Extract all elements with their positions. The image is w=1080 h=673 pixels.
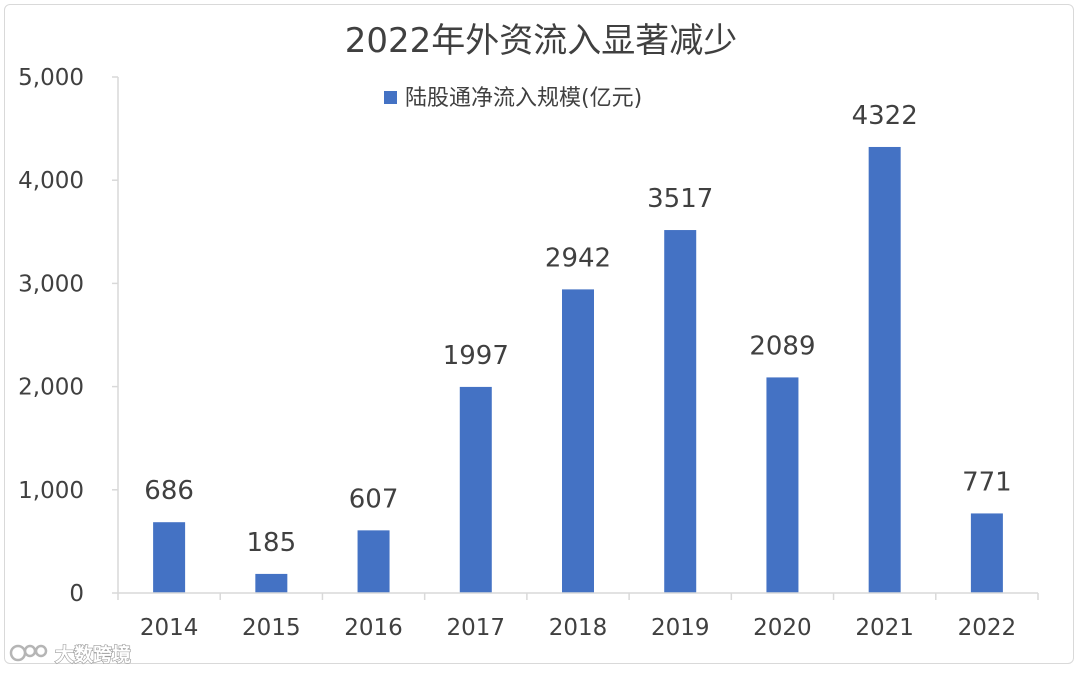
x-tick-label: 2017 <box>447 615 506 641</box>
watermark: 大数跨境 <box>9 642 132 667</box>
bars <box>153 146 1003 593</box>
x-tick-label: 2022 <box>958 615 1017 641</box>
data-label: 771 <box>962 467 1012 497</box>
y-tick-label: 0 <box>69 581 84 607</box>
bar <box>868 146 901 593</box>
y-tick-label: 2,000 <box>18 375 84 401</box>
x-tick-label: 2021 <box>855 615 914 641</box>
data-label: 686 <box>144 476 194 506</box>
x-tick-label: 2014 <box>140 615 199 641</box>
x-tick-label: 2015 <box>242 615 301 641</box>
data-label: 1997 <box>443 341 509 371</box>
bar <box>357 530 390 593</box>
x-tick-label: 2016 <box>344 615 403 641</box>
chart-title: 2022年外资流入显著减少 <box>345 21 738 61</box>
bar <box>970 513 1003 593</box>
data-label: 4322 <box>852 101 918 131</box>
bar <box>459 386 492 593</box>
data-label: 2942 <box>545 243 611 273</box>
bar <box>766 377 799 593</box>
y-tick-label: 5,000 <box>18 65 84 91</box>
bar <box>255 573 288 593</box>
bar <box>153 522 186 593</box>
y-tick-label: 1,000 <box>18 478 84 504</box>
data-label: 2089 <box>749 331 815 361</box>
y-tick-label: 3,000 <box>18 271 84 297</box>
bar <box>664 230 697 593</box>
y-axis-ticks: 0 1,000 2,000 3,000 4,000 5,000 <box>18 65 119 607</box>
y-tick-label: 4,000 <box>18 168 84 194</box>
x-tick-label: 2020 <box>753 615 812 641</box>
legend-swatch <box>384 91 397 104</box>
watermark-text: 大数跨境 <box>55 643 131 666</box>
data-label: 607 <box>349 484 399 514</box>
watermark-logo-icon <box>9 644 48 662</box>
x-tick-label: 2018 <box>549 615 608 641</box>
chart-frame <box>4 4 1074 664</box>
data-label: 3517 <box>647 184 713 214</box>
data-labels: 686 185 607 1997 2942 3517 2089 4322 771 <box>144 101 1011 558</box>
x-tick-label: 2019 <box>651 615 710 641</box>
legend: 陆股通净流入规模(亿元) <box>384 86 642 111</box>
bar <box>562 289 594 593</box>
x-axis: 2014 2015 2016 2017 2018 2019 2020 2021 2022 <box>117 592 1039 641</box>
legend-label: 陆股通净流入规模(亿元) <box>405 86 642 111</box>
data-label: 185 <box>247 528 297 558</box>
